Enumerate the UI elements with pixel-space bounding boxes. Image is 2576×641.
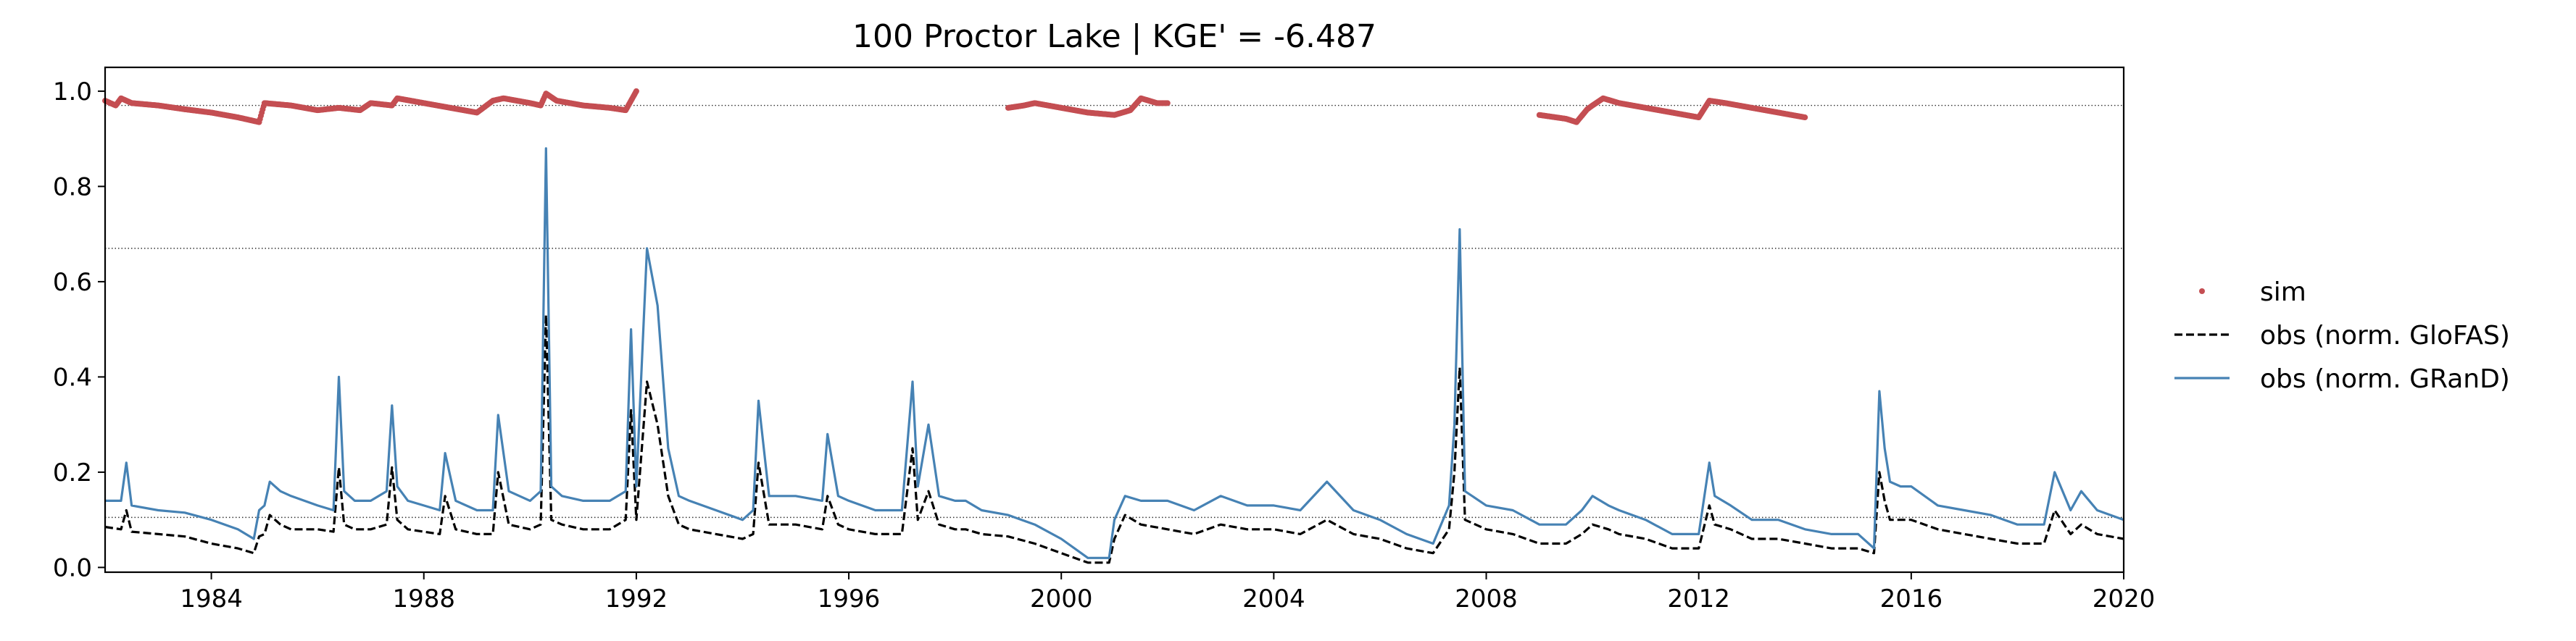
x-tick-label: 2016 (1880, 585, 1943, 613)
legend-label: sim (2260, 277, 2306, 307)
legend: sim obs (norm. GloFAS) obs (norm. GRanD) (2174, 277, 2510, 394)
plot-frame (104, 66, 2125, 574)
x-tick-label: 1996 (818, 585, 881, 613)
x-tick-label: 1988 (392, 585, 455, 613)
legend-label: obs (norm. GRanD) (2260, 364, 2510, 394)
glofas-series-line (104, 314, 2124, 564)
y-tick-label: 0.4 (53, 363, 92, 392)
legend-marker-sim (2199, 288, 2205, 294)
y-tick-label: 0.8 (53, 172, 92, 201)
sim-point (1802, 114, 1808, 121)
x-tick-label: 2004 (1242, 585, 1305, 613)
x-tick-label: 2012 (1667, 585, 1730, 613)
series-layer (102, 88, 2124, 564)
x-tick-label: 1984 (180, 585, 243, 613)
grand-series-line (105, 147, 2124, 559)
y-tick-label: 0.2 (53, 458, 92, 487)
chart-title: 100 Proctor Lake | KGE' = -6.487 (852, 18, 1376, 55)
sim-point (633, 88, 639, 94)
sim-point (1164, 100, 1171, 106)
x-tick-label: 1992 (605, 585, 668, 613)
x-tick-label: 2000 (1030, 585, 1093, 613)
y-tick-label: 0.0 (53, 553, 92, 582)
x-axis: 1984 1988 1992 1996 2000 2004 2008 2012 2016 2020 (180, 572, 2155, 613)
y-tick-label: 0.6 (53, 268, 92, 297)
y-axis: 0.0 0.2 0.4 0.6 0.8 1.0 (53, 77, 105, 582)
reference-lines (105, 104, 2124, 519)
x-tick-label: 2008 (1455, 585, 1518, 613)
x-tick-label: 2020 (2093, 585, 2156, 613)
y-tick-label: 1.0 (53, 77, 92, 106)
legend-label: obs (norm. GloFAS) (2260, 321, 2510, 351)
